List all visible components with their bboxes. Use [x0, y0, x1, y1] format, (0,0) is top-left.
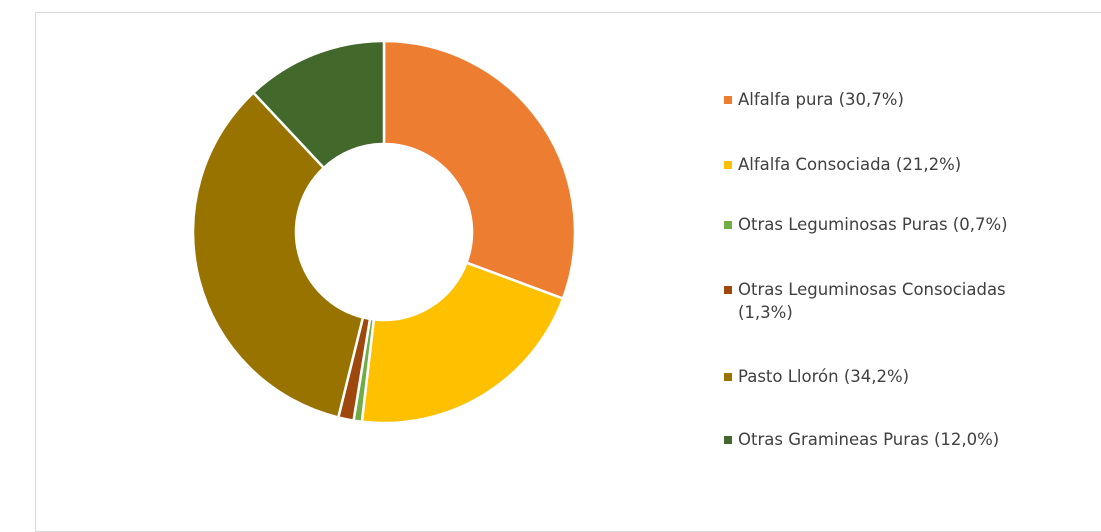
- legend-label: Otras Leguminosas Consociadas (1,3%): [738, 280, 1006, 322]
- legend-item: Pasto Llorón (34,2%): [724, 365, 1008, 388]
- page: {"chart_data": {"type": "donut", "catego…: [35, 12, 1101, 532]
- chart: [191, 39, 577, 425]
- legend-item: Alfalfa pura (30,7%): [724, 88, 1008, 111]
- donut-slice: [360, 261, 565, 425]
- donut-slice: [382, 39, 577, 301]
- legend-swatch: [724, 286, 732, 294]
- legend-item: Otras Gramineas Puras (12,0%): [724, 428, 1008, 451]
- legend-swatch: [724, 221, 732, 229]
- donut-slice: [251, 39, 386, 170]
- legend-label: Otras Leguminosas Puras (0,7%): [738, 215, 1008, 234]
- legend-item: Otras Leguminosas Consociadas (1,3%): [724, 278, 1008, 324]
- legend-item: Otras Leguminosas Puras (0,7%): [724, 213, 1008, 236]
- legend-swatch: [724, 161, 732, 169]
- legend-label: Pasto Llorón (34,2%): [738, 367, 910, 386]
- legend-swatch: [724, 436, 732, 444]
- legend-label: Alfalfa Consociada (21,2%): [738, 155, 962, 174]
- legend-item: Alfalfa Consociada (21,2%): [724, 153, 1008, 176]
- legend-label: Alfalfa pura (30,7%): [738, 90, 904, 109]
- legend-swatch: [724, 96, 732, 104]
- donut-slice: [191, 90, 365, 419]
- legend-label: Otras Gramineas Puras (12,0%): [738, 430, 1000, 449]
- legend-swatch: [724, 373, 732, 381]
